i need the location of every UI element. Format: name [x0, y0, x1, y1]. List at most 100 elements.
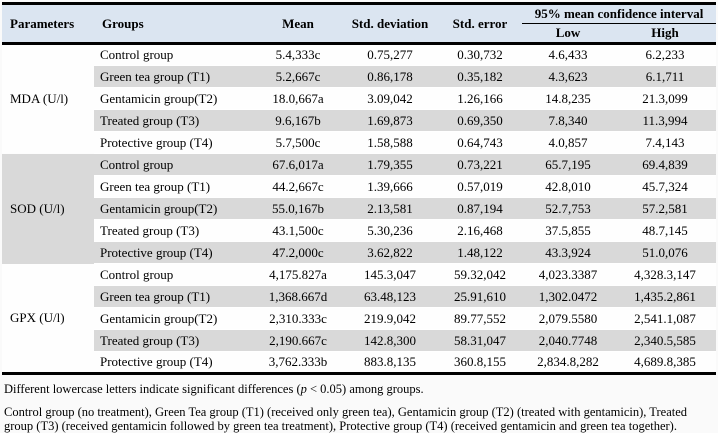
table-row: Green tea group (T1) 5.2,667c 0.86,178 0… — [2, 65, 716, 88]
sd-cell: 145.3,047 — [342, 263, 438, 286]
ci-low-cell: 52.7,753 — [522, 197, 614, 220]
ci-high-cell: 48.7,145 — [614, 219, 716, 242]
se-cell: 360.8,155 — [438, 351, 522, 375]
group-cell: Protective group (T4) — [94, 351, 254, 375]
table-row: Green tea group (T1) 44.2,667c 1.39,666 … — [2, 175, 716, 198]
table-row: Gentamicin group(T2) 55.0,167b 2.13,581 … — [2, 197, 716, 220]
se-cell: 2.16,468 — [438, 219, 522, 242]
mean-cell: 3,762.333b — [254, 351, 342, 375]
header-groups: Groups — [94, 3, 254, 45]
ci-high-cell: 7.4,143 — [614, 131, 716, 154]
ci-high-cell: 51.0,076 — [614, 241, 716, 264]
sd-cell: 2.13,581 — [342, 197, 438, 220]
sd-cell: 219.9,042 — [342, 307, 438, 330]
group-cell: Green tea group (T1) — [94, 285, 254, 308]
ci-low-cell: 14.8,235 — [522, 87, 614, 110]
header-mean: Mean — [254, 3, 342, 45]
ci-low-cell: 43.3,924 — [522, 241, 614, 264]
group-cell: Control group — [94, 153, 254, 176]
se-cell: 0.69,350 — [438, 109, 522, 132]
group-cell: Gentamicin group(T2) — [94, 197, 254, 220]
se-cell: 89.77,552 — [438, 307, 522, 330]
group-cell: Control group — [94, 263, 254, 286]
mean-cell: 44.2,667c — [254, 175, 342, 198]
sd-cell: 63.48,123 — [342, 285, 438, 308]
ci-low-cell: 1,302.0472 — [522, 285, 614, 308]
ci-high-cell: 2,340.5,585 — [614, 329, 716, 352]
ci-high-cell: 4,689.8,385 — [614, 351, 716, 375]
se-cell: 0.35,182 — [438, 65, 522, 88]
mean-cell: 5.4,333c — [254, 43, 342, 66]
ci-high-cell: 2,541.1,087 — [614, 307, 716, 330]
sd-cell: 3.62,822 — [342, 241, 438, 264]
ci-low-cell: 37.5,855 — [522, 219, 614, 242]
group-cell: Gentamicin group(T2) — [94, 307, 254, 330]
table-row: GPX (U/l) Control group 4,175.827a 145.3… — [2, 263, 716, 375]
ci-high-cell: 11.3,994 — [614, 109, 716, 132]
group-cell: Control group — [94, 43, 254, 66]
table-row: Protective group (T4) 3,762.333b 883.8,1… — [2, 351, 716, 375]
se-cell: 58.31,047 — [438, 329, 522, 352]
p-value-symbol: p — [300, 382, 307, 396]
se-cell: 0.87,194 — [438, 197, 522, 220]
header-ci-low: Low — [522, 23, 614, 45]
table-row: Protective group (T4) 5.7,500c 1.58,588 … — [2, 131, 716, 154]
significance-footnote-post: < 0.05) among groups. — [306, 382, 424, 396]
se-cell: 1.26,166 — [438, 87, 522, 110]
ci-high-cell: 69.4,839 — [614, 153, 716, 176]
group-cell: Protective group (T4) — [94, 241, 254, 264]
parameter-cell-gpx: GPX (U/l) — [2, 263, 94, 375]
ci-high-cell: 45.7,324 — [614, 175, 716, 198]
sd-cell: 1.69,873 — [342, 109, 438, 132]
mean-cell: 5.2,667c — [254, 65, 342, 88]
group-cell: Treated group (T3) — [94, 109, 254, 132]
table-header: Parameters Groups Mean Std. deviation St… — [2, 3, 716, 45]
mean-cell: 4,175.827a — [254, 263, 342, 286]
group-cell: Green tea group (T1) — [94, 65, 254, 88]
mean-cell: 2,190.667c — [254, 329, 342, 352]
table-row: SOD (U/l) Control group 67.6,017a 1.79,3… — [2, 153, 716, 264]
table-row: Gentamicin group(T2) 2,310.333c 219.9,04… — [2, 307, 716, 330]
group-cell: Protective group (T4) — [94, 131, 254, 154]
results-table: Parameters Groups Mean Std. deviation St… — [2, 2, 716, 375]
table-row: Treated group (T3) 9.6,167b 1.69,873 0.6… — [2, 109, 716, 132]
se-cell: 1.48,122 — [438, 241, 522, 264]
significance-footnote: Different lowercase letters indicate sig… — [4, 382, 716, 397]
ci-low-cell: 4,023.3387 — [522, 263, 614, 286]
sd-cell: 1.79,355 — [342, 153, 438, 176]
sd-cell: 1.39,666 — [342, 175, 438, 198]
group-cell: Treated group (T3) — [94, 329, 254, 352]
parameter-cell-mda: MDA (U/l) — [2, 43, 94, 154]
parameter-cell-sod: SOD (U/l) — [2, 153, 94, 264]
ci-low-cell: 7.8,340 — [522, 109, 614, 132]
table-row: Gentamicin group(T2) 18.0,667a 3.09,042 … — [2, 87, 716, 110]
group-cell: Treated group (T3) — [94, 219, 254, 242]
se-cell: 59.32,042 — [438, 263, 522, 286]
mean-cell: 67.6,017a — [254, 153, 342, 176]
mean-cell: 1,368.667d — [254, 285, 342, 308]
mean-cell: 9.6,167b — [254, 109, 342, 132]
ci-high-cell: 57.2,581 — [614, 197, 716, 220]
table-body: MDA (U/l) Control group 5.4,333c 0.75,27… — [2, 43, 716, 375]
se-cell: 25.91,610 — [438, 285, 522, 308]
table-row: MDA (U/l) Control group 5.4,333c 0.75,27… — [2, 43, 716, 154]
sd-cell: 0.75,277 — [342, 43, 438, 66]
ci-low-cell: 4.3,623 — [522, 65, 614, 88]
sd-cell: 1.58,588 — [342, 131, 438, 154]
mean-cell: 55.0,167b — [254, 197, 342, 220]
ci-low-cell: 65.7,195 — [522, 153, 614, 176]
ci-low-cell: 2,079.5580 — [522, 307, 614, 330]
table-row: Treated group (T3) 43.1,500c 5.30,236 2.… — [2, 219, 716, 242]
se-cell: 0.73,221 — [438, 153, 522, 176]
header-std-deviation: Std. deviation — [342, 3, 438, 45]
sd-cell: 3.09,042 — [342, 87, 438, 110]
ci-high-cell: 21.3,099 — [614, 87, 716, 110]
header-std-error: Std. error — [438, 3, 522, 45]
mean-cell: 47.2,000c — [254, 241, 342, 264]
mean-cell: 43.1,500c — [254, 219, 342, 242]
sd-cell: 883.8,135 — [342, 351, 438, 375]
ci-high-cell: 1,435.2,861 — [614, 285, 716, 308]
ci-high-cell: 6.1,711 — [614, 65, 716, 88]
significance-footnote-pre: Different lowercase letters indicate sig… — [4, 382, 301, 396]
